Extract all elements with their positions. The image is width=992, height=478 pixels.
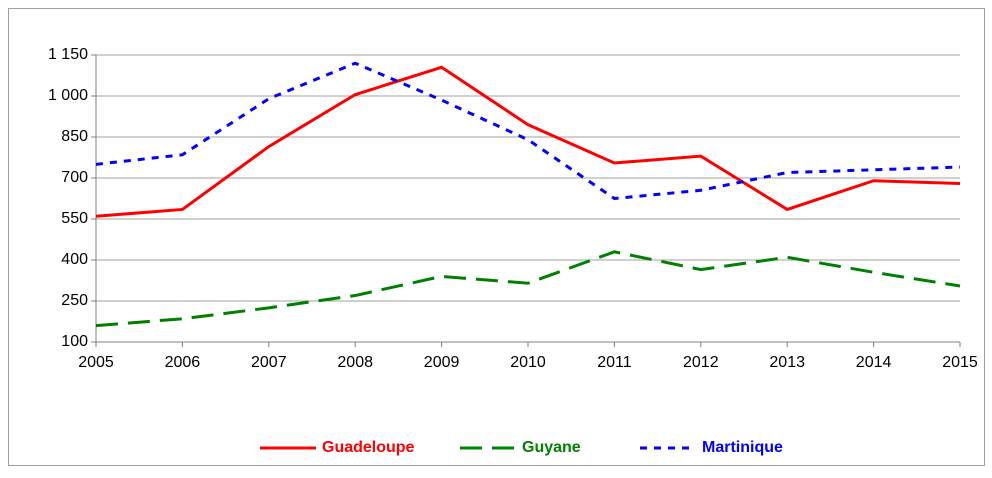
x-tick-label: 2013 bbox=[769, 354, 805, 371]
x-tick-label: 2011 bbox=[597, 354, 632, 371]
y-tick-label: 700 bbox=[61, 169, 88, 186]
x-tick-label: 2008 bbox=[337, 354, 373, 371]
y-tick-label: 1 150 bbox=[48, 46, 88, 63]
series-line bbox=[95, 250, 961, 328]
legend-label: Guyane bbox=[522, 439, 581, 456]
legend-label: Guadeloupe bbox=[322, 439, 415, 456]
y-tick-label: 250 bbox=[61, 292, 88, 309]
x-tick-label: 2009 bbox=[424, 354, 460, 371]
series-line bbox=[95, 61, 961, 201]
y-tick-label: 100 bbox=[61, 333, 88, 350]
x-tick-label: 2015 bbox=[942, 354, 978, 371]
x-tick-label: 2014 bbox=[856, 354, 892, 371]
y-tick-label: 850 bbox=[61, 128, 88, 145]
legend-label: Martinique bbox=[702, 439, 783, 456]
x-tick-label: 2010 bbox=[510, 354, 546, 371]
series-line bbox=[95, 65, 961, 218]
x-tick-label: 2012 bbox=[683, 354, 719, 371]
x-tick-label: 2005 bbox=[78, 354, 114, 371]
y-tick-label: 400 bbox=[61, 251, 88, 268]
x-tick-label: 2006 bbox=[165, 354, 201, 371]
y-tick-label: 1 000 bbox=[48, 87, 88, 104]
x-tick-label: 2007 bbox=[251, 354, 287, 371]
y-tick-label: 550 bbox=[61, 210, 88, 227]
chart-border bbox=[8, 8, 985, 466]
